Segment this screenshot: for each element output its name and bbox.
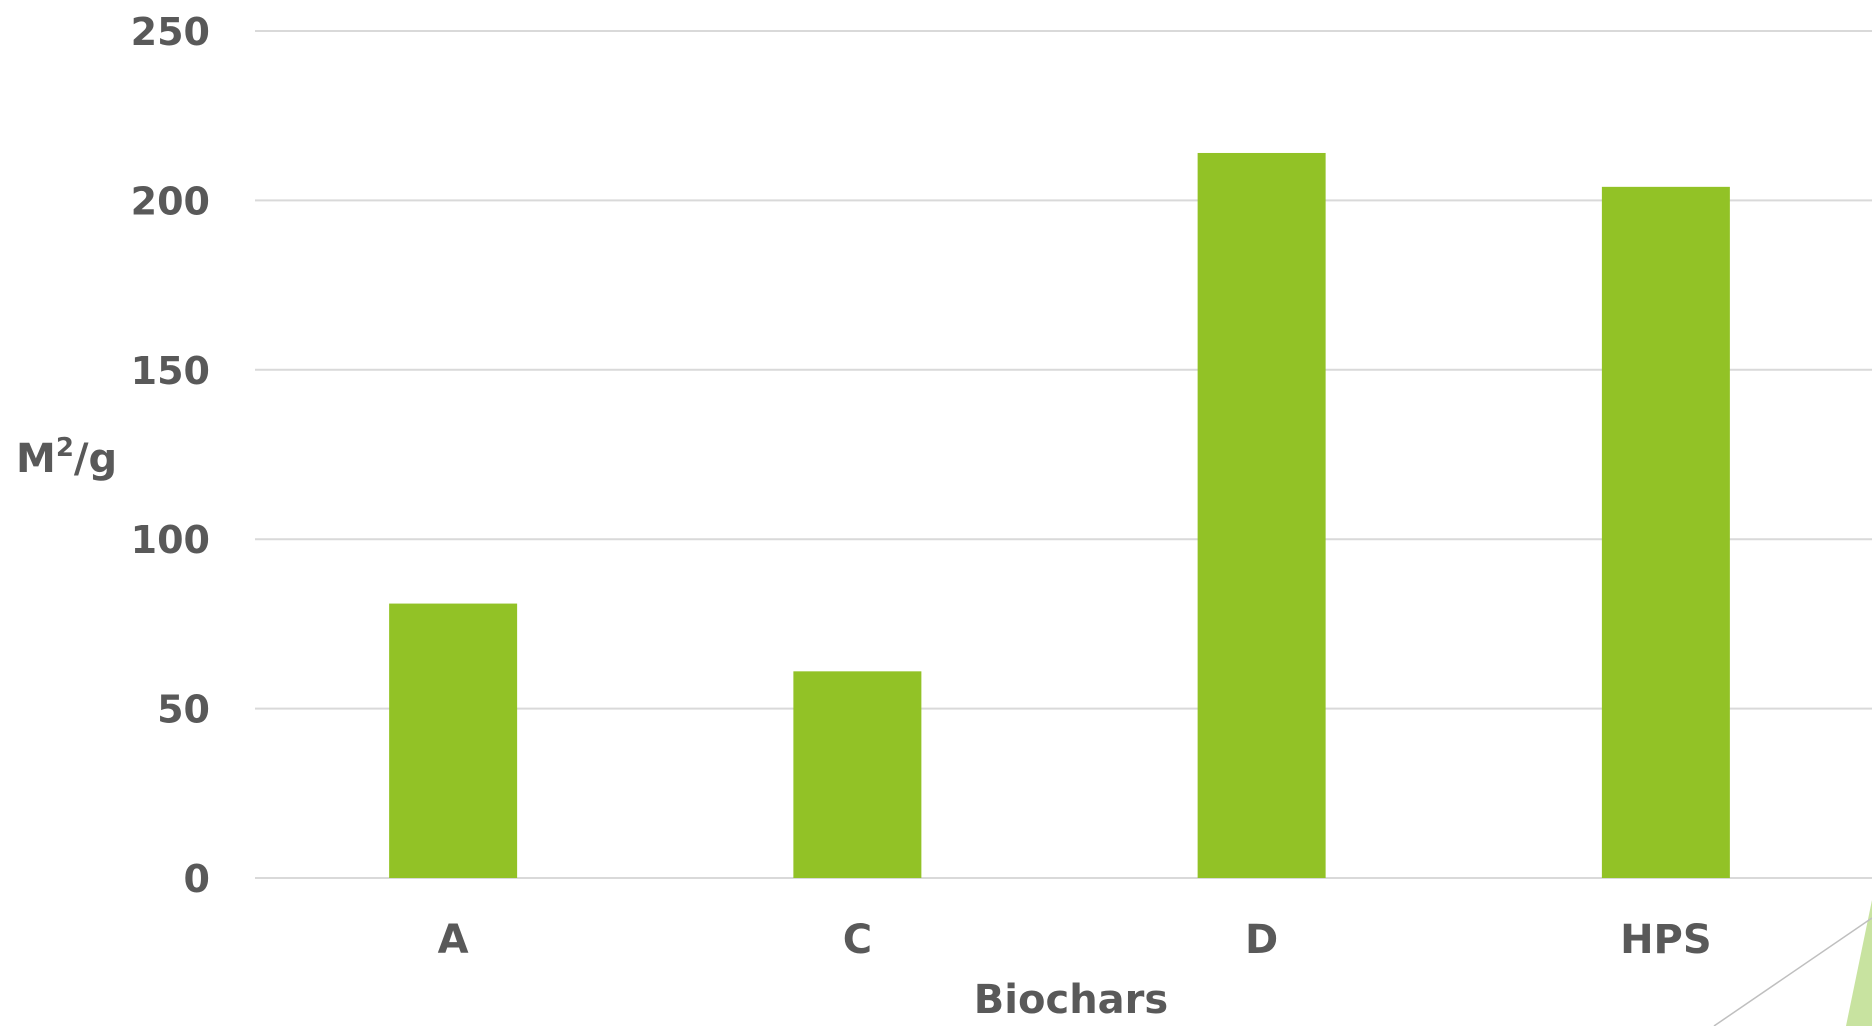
y-axis-title: M2/g	[16, 433, 117, 482]
y-axis-title-base: M	[16, 436, 56, 482]
bar-c	[793, 671, 922, 878]
bar-hps	[1601, 186, 1730, 878]
y-axis-title-superscript: 2	[56, 433, 74, 463]
bar-a	[389, 603, 518, 878]
x-category-label-a: A	[438, 917, 469, 963]
x-category-label-d: D	[1245, 917, 1278, 963]
bar-d	[1197, 152, 1326, 878]
y-tick-label-0: 0	[184, 857, 210, 901]
y-tick-label-50: 50	[157, 688, 210, 732]
y-tick-label-150: 150	[131, 349, 210, 393]
y-tick-label-200: 200	[131, 179, 210, 223]
x-axis-category-labels: A C D HPS	[438, 917, 1712, 963]
decor-line	[1713, 917, 1872, 1026]
y-axis-tick-labels: 0 50 100 150 200 250	[131, 10, 210, 901]
x-category-label-c: C	[843, 917, 872, 963]
bars	[389, 152, 1730, 878]
y-tick-label-250: 250	[131, 10, 210, 54]
decor-triangle	[1846, 900, 1872, 1026]
y-axis-title-rest: /g	[74, 436, 117, 482]
y-tick-label-100: 100	[131, 518, 210, 562]
x-category-label-hps: HPS	[1620, 917, 1712, 963]
x-axis-title: Biochars	[974, 977, 1168, 1023]
decorative-corner-shape	[1713, 900, 1872, 1026]
